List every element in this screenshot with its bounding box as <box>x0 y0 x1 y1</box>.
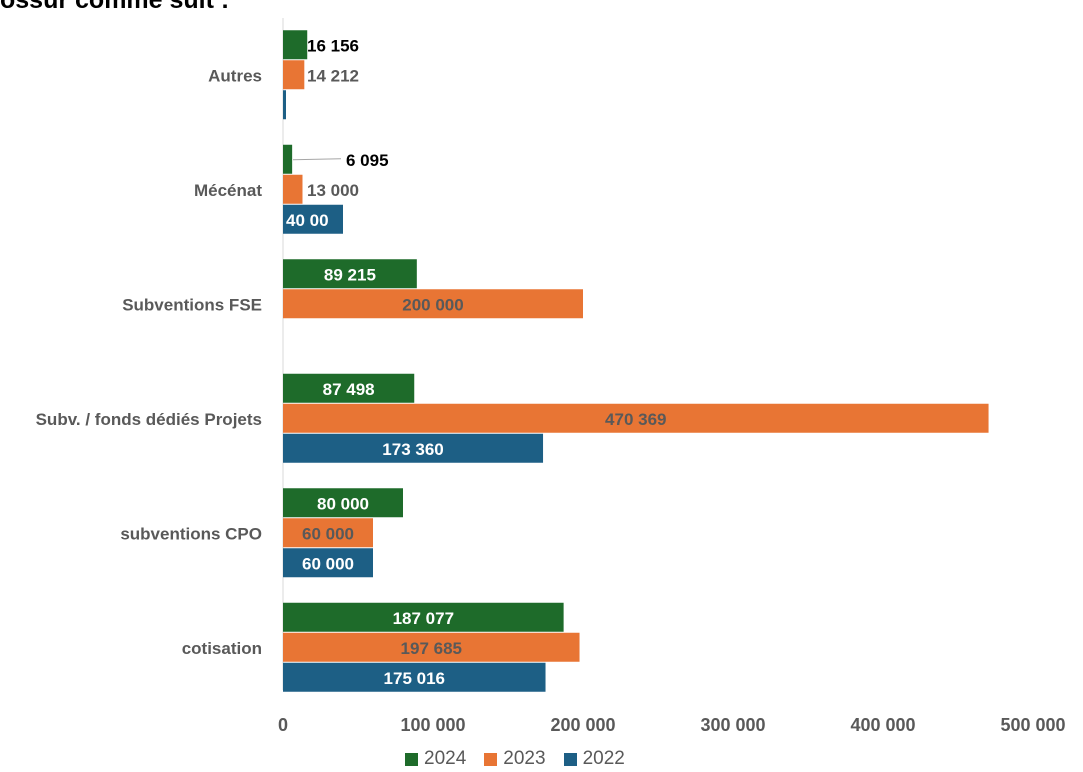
x-tick-label: 0 <box>278 715 288 735</box>
data-label-2022-mecenat: 40 00 <box>286 211 329 230</box>
data-label-2023-mecenat: 13 000 <box>307 181 359 200</box>
data-label-2023-subventions-fse: 200 000 <box>402 295 463 314</box>
bar-2023-cotisation <box>283 632 580 662</box>
data-label-2024-subv-fonds-dedies-projets: 87 498 <box>323 380 375 399</box>
bar-2022-subv-fonds-dedies-projets <box>283 433 544 463</box>
category-label-subventions-fse: Subventions FSE <box>122 295 262 314</box>
x-tick-label: 500 000 <box>1000 715 1065 735</box>
bar-2022-cotisation <box>283 662 546 692</box>
bar-2024-mecenat <box>283 144 293 174</box>
page-heading: ossur comme suit : <box>0 0 230 14</box>
chart-legend: 2024 2023 2022 <box>405 748 625 770</box>
category-label-subv-fonds-dedies-projets: Subv. / fonds dédiés Projets <box>36 410 262 429</box>
bar-2024-subv-fonds-dedies-projets <box>283 373 415 403</box>
x-tick-label: 200 000 <box>550 715 615 735</box>
x-tick-label: 100 000 <box>400 715 465 735</box>
category-label-subventions-cpo: subventions CPO <box>120 524 262 543</box>
legend-item-2024: 2024 <box>405 748 466 770</box>
x-tick-label: 300 000 <box>700 715 765 735</box>
category-label-cotisation: cotisation <box>182 639 262 658</box>
legend-item-2022: 2022 <box>563 748 625 770</box>
bar-2022-autres <box>283 90 286 120</box>
x-tick-label: 400 000 <box>850 715 915 735</box>
bar-2024-subventions-cpo <box>283 488 403 518</box>
bar-2024-autres <box>283 30 308 60</box>
legend-item-2023: 2023 <box>484 748 546 770</box>
bar-2023-autres <box>283 60 305 90</box>
leader-line-2024-mecenat <box>292 158 342 161</box>
data-label-2023-cotisation: 197 685 <box>401 639 462 658</box>
bar-2024-subventions-fse <box>283 259 417 289</box>
legend-label-2024: 2024 <box>424 748 467 769</box>
bar-2022-subventions-cpo <box>283 548 373 578</box>
bar-2023-subventions-cpo <box>283 518 373 548</box>
bar-2024-cotisation <box>283 602 564 632</box>
data-label-2022-cotisation: 175 016 <box>384 669 445 688</box>
data-label-2022-subventions-cpo: 60 000 <box>302 554 354 573</box>
bar-2023-subv-fonds-dedies-projets <box>283 403 989 433</box>
legend-label-2023: 2023 <box>503 748 546 769</box>
legend-swatch-2022 <box>563 752 577 766</box>
category-label-mecenat: Mécénat <box>194 181 262 200</box>
data-label-2023-subv-fonds-dedies-projets: 470 369 <box>605 410 666 429</box>
data-label-2022-subv-fonds-dedies-projets: 173 360 <box>382 440 443 459</box>
legend-swatch-2024 <box>405 752 418 766</box>
data-label-2024-subventions-fse: 89 215 <box>324 265 376 284</box>
category-label-autres: Autres <box>208 66 262 85</box>
data-label-2024-subventions-cpo: 80 000 <box>317 494 369 513</box>
bar-2022-mecenat <box>283 204 343 234</box>
data-label-2024-autres: 16 156 <box>307 36 359 55</box>
bar-2023-subventions-fse <box>283 289 583 319</box>
bar-2023-mecenat <box>283 174 303 204</box>
legend-label-2022: 2022 <box>582 748 625 769</box>
data-label-2023-autres: 14 212 <box>307 66 359 85</box>
data-label-2023-subventions-cpo: 60 000 <box>302 524 354 543</box>
data-label-2024-mecenat: 6 095 <box>346 151 389 170</box>
legend-swatch-2023 <box>484 752 498 766</box>
data-label-2024-cotisation: 187 077 <box>393 609 454 628</box>
